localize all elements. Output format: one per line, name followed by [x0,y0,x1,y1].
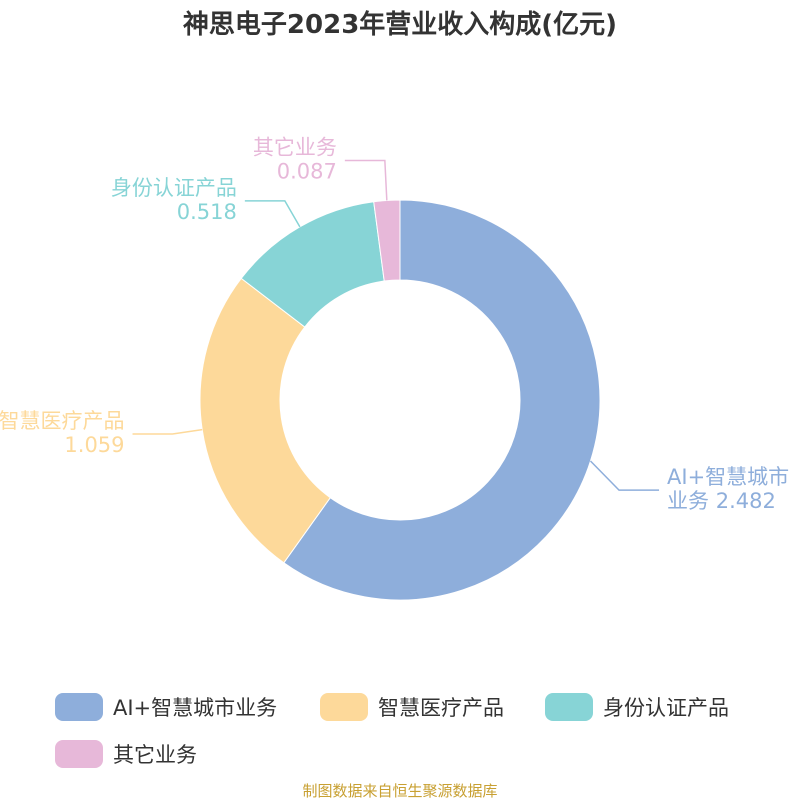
leader-line-2 [132,428,203,435]
slice-label-3: 身份认证产品 0.518 [111,176,237,224]
slice-4 [373,199,401,282]
slice-label-4: 其它业务 0.087 [253,135,337,183]
chart-title: 神思电子2023年营业收入构成(亿元) [183,9,617,40]
slice-label-2: 智慧医疗产品 1.059 [0,409,125,457]
legend-item-3: 身份认证产品 [545,693,729,721]
legend-swatch [320,693,368,721]
leader-line-4 [344,159,388,201]
legend-label: AI+智慧城市业务 [113,696,277,720]
legend-item-1: AI+智慧城市业务 [55,693,277,721]
leader-line-3 [244,200,301,228]
slice-labels: AI+智慧城市业务 2.482 智慧医疗产品 1.059 身份认证产品 0.518 其它业… [0,135,789,513]
legend-label: 智慧医疗产品 [378,696,504,720]
donut-slices [199,199,601,601]
legend-item-2: 智慧医疗产品 [320,693,504,721]
slice-1 [283,199,601,601]
legend-label: 身份认证产品 [603,696,729,720]
slice-label-1: AI+智慧城市业务 2.482 [667,465,789,513]
slice-2 [199,277,331,564]
legend-swatch [55,740,103,768]
leader-line-1 [589,460,660,491]
legend-swatch [545,693,593,721]
legend-label: 其它业务 [113,743,197,767]
legend-swatch [55,693,103,721]
legend-item-4: 其它业务 [55,740,197,768]
source-note: 制图数据来自恒生聚源数据库 [302,782,497,800]
